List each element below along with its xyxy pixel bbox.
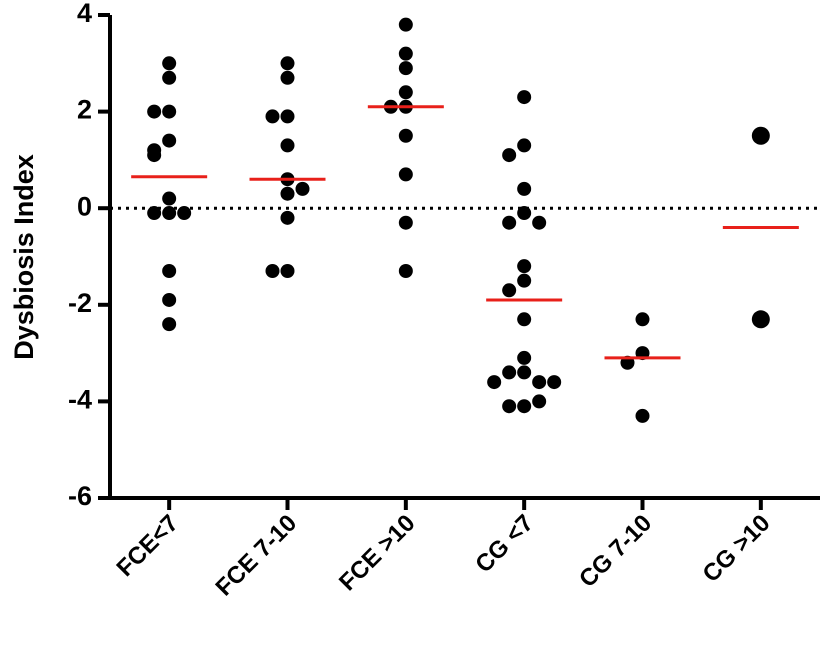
x-tick-label: CG >10	[698, 510, 776, 588]
data-point	[162, 70, 177, 85]
data-point	[517, 312, 532, 327]
x-tick-label: FCE<7	[112, 510, 184, 582]
data-point	[532, 215, 547, 230]
y-tick-label: -4	[68, 385, 92, 415]
data-point	[398, 263, 413, 278]
data-point	[635, 408, 650, 423]
data-point	[751, 310, 770, 329]
data-point	[147, 148, 162, 163]
data-point	[147, 206, 162, 221]
data-point	[147, 104, 162, 119]
data-point	[162, 104, 177, 119]
x-tick-label: CG <7	[470, 510, 539, 579]
data-point	[295, 181, 310, 196]
data-point	[398, 167, 413, 182]
data-point	[502, 215, 517, 230]
data-point	[162, 56, 177, 71]
data-point	[280, 70, 295, 85]
data-point	[532, 375, 547, 390]
data-point	[398, 215, 413, 230]
data-point	[162, 206, 177, 221]
data-point	[162, 191, 177, 206]
data-point	[517, 273, 532, 288]
data-point	[280, 56, 295, 71]
data-point	[162, 263, 177, 278]
x-tick-label: FCE 7-10	[211, 510, 303, 602]
data-point	[517, 138, 532, 153]
data-point	[398, 85, 413, 100]
data-point	[280, 138, 295, 153]
data-point	[162, 292, 177, 307]
data-point	[177, 206, 192, 221]
data-point	[280, 210, 295, 225]
data-point	[547, 375, 562, 390]
x-tick-label: FCE >10	[334, 510, 421, 597]
data-point	[162, 133, 177, 148]
data-point	[502, 365, 517, 380]
y-tick-label: 2	[77, 95, 92, 125]
data-point	[502, 148, 517, 163]
x-tick-label: CG 7-10	[574, 510, 657, 593]
data-point	[398, 128, 413, 143]
data-point	[517, 365, 532, 380]
data-point	[280, 263, 295, 278]
y-tick-label: 0	[77, 191, 92, 221]
data-point	[751, 126, 770, 145]
data-point	[517, 259, 532, 274]
data-point	[502, 283, 517, 298]
data-point	[532, 394, 547, 409]
data-point	[265, 109, 280, 124]
data-point	[502, 399, 517, 414]
data-point	[517, 90, 532, 105]
data-point	[398, 17, 413, 32]
data-point	[517, 206, 532, 221]
data-point	[280, 186, 295, 201]
data-point	[280, 109, 295, 124]
data-point	[487, 375, 502, 390]
y-tick-label: 4	[77, 0, 92, 28]
data-point	[517, 181, 532, 196]
y-tick-label: -2	[68, 288, 92, 318]
data-point	[398, 61, 413, 76]
data-point	[265, 263, 280, 278]
y-axis-label: Dysbiosis Index	[9, 154, 39, 360]
data-point	[517, 399, 532, 414]
data-point	[635, 312, 650, 327]
data-point	[517, 350, 532, 365]
data-point	[398, 46, 413, 61]
data-point	[162, 317, 177, 332]
y-tick-label: -6	[68, 481, 92, 511]
